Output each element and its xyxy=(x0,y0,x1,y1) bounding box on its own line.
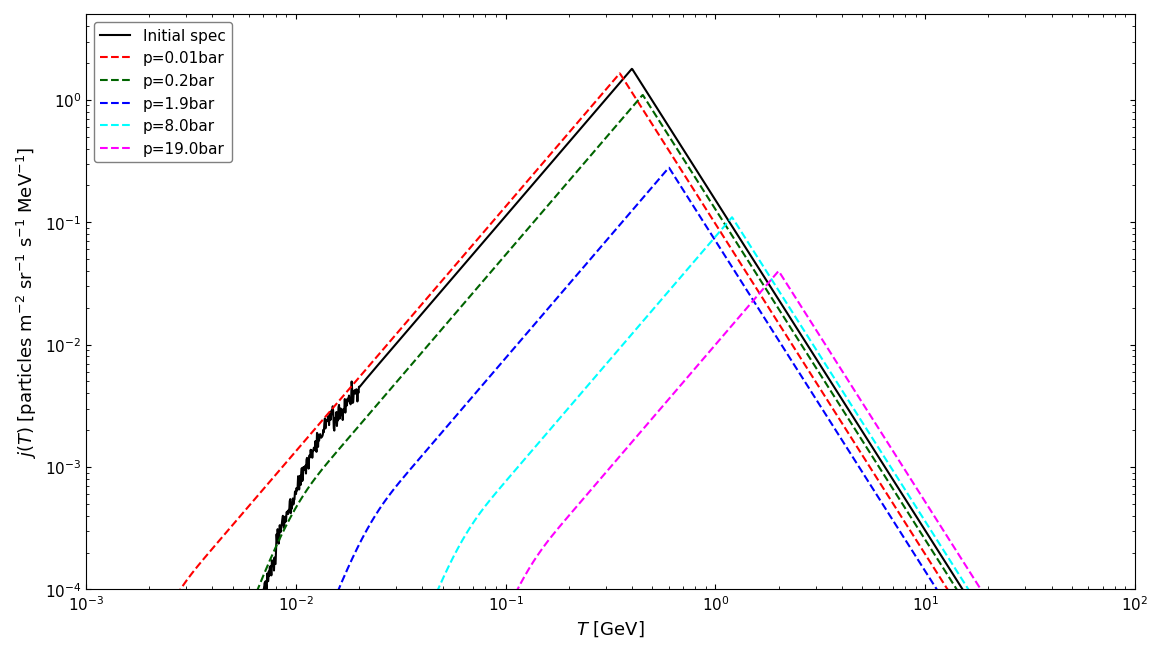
p=0.2bar xyxy=(905,516,919,524)
Line: p=8.0bar: p=8.0bar xyxy=(86,217,1134,653)
p=8.0bar xyxy=(725,214,739,221)
p=8.0bar xyxy=(561,404,575,412)
p=0.2bar xyxy=(588,146,602,153)
Y-axis label: $j(T)$ [particles m$^{-2}$ sr$^{-1}$ s$^{-1}$ MeV$^{-1}$]: $j(T)$ [particles m$^{-2}$ sr$^{-1}$ s$^… xyxy=(15,146,40,458)
p=19.0bar xyxy=(905,478,919,486)
Initial spec xyxy=(625,65,638,73)
Initial spec xyxy=(588,107,602,115)
p=8.0bar xyxy=(588,372,602,380)
Initial spec xyxy=(561,140,575,148)
Line: p=0.2bar: p=0.2bar xyxy=(86,95,1134,653)
Line: p=1.9bar: p=1.9bar xyxy=(86,168,1134,653)
p=1.9bar xyxy=(588,249,602,257)
p=0.2bar xyxy=(561,178,575,186)
p=0.2bar xyxy=(635,91,649,99)
p=19.0bar xyxy=(588,480,602,488)
p=0.01bar xyxy=(588,97,602,105)
p=0.01bar xyxy=(613,70,627,78)
Line: p=19.0bar: p=19.0bar xyxy=(86,272,1134,653)
p=0.01bar xyxy=(905,530,919,538)
p=1.9bar xyxy=(662,165,676,172)
p=1.9bar xyxy=(905,547,919,555)
p=8.0bar xyxy=(905,498,919,505)
Legend: Initial spec, p=0.01bar, p=0.2bar, p=1.9bar, p=8.0bar, p=19.0bar: Initial spec, p=0.01bar, p=0.2bar, p=1.9… xyxy=(94,23,231,163)
X-axis label: $T$ [GeV]: $T$ [GeV] xyxy=(576,618,644,638)
p=19.0bar xyxy=(771,268,785,276)
p=0.01bar xyxy=(561,130,575,138)
Initial spec xyxy=(905,507,919,515)
Line: p=0.01bar: p=0.01bar xyxy=(86,74,1134,653)
p=1.9bar xyxy=(561,281,575,289)
p=19.0bar xyxy=(561,513,575,520)
Line: Initial spec: Initial spec xyxy=(86,69,1134,653)
